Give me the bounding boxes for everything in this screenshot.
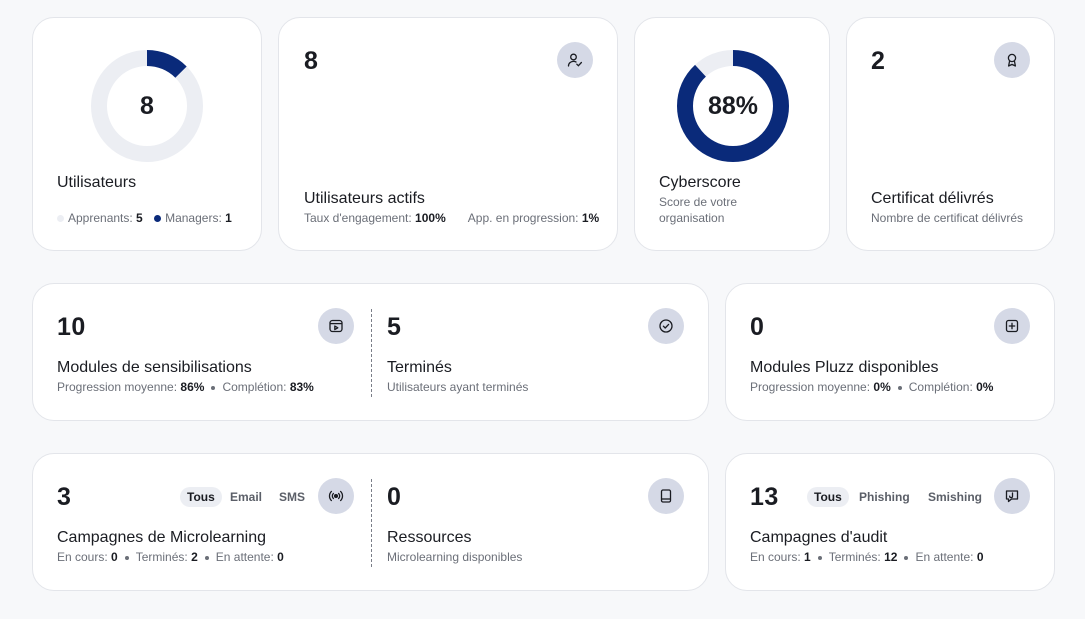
microlearning-count: 3 [57,483,72,511]
ml-waiting-value: 0 [277,550,284,564]
resources-subtitle: Microlearning disponibles [387,550,523,564]
user-check-icon[interactable] [557,42,593,78]
managers-label: Managers: [165,211,226,225]
microlearning-filter-email[interactable]: Email [230,490,263,504]
microlearning-stats: En cours: 0 Terminés: 2 En attente: 0 [57,550,284,564]
pluzz-card: 0 Modules Pluzz disponibles Progression … [725,283,1055,421]
audit-done-label: Terminés: [828,550,885,564]
ml-done-label: Terminés: [135,550,192,564]
microlearning-filter-sms[interactable]: SMS [279,490,306,504]
ml-running-label: En cours: [57,550,112,564]
certificates-subtitle: Nombre de certificat délivrés [871,211,1024,225]
pluzz-avg-label: Progression moyenne: [750,380,874,394]
active-users-count: 8 [304,47,319,75]
users-title: Utilisateurs [57,174,137,191]
pluzz-count: 0 [750,313,765,341]
audit-filter-all[interactable]: Tous [807,487,849,507]
audit-filter-phishing[interactable]: Phishing [859,490,910,504]
audit-running-value: 1 [804,550,811,564]
pluzz-title: Modules Pluzz disponibles [750,359,939,376]
learners-label: Apprenants: [68,211,137,225]
managers-value: 1 [225,211,232,225]
users-count: 8 [140,91,154,120]
calendar-play-icon[interactable] [318,308,354,344]
microlearning-divider [371,479,372,567]
audit-stats: En cours: 1 Terminés: 12 En attente: 0 [750,550,984,564]
ml-waiting-label: En attente: [215,550,278,564]
finished-count: 5 [387,313,402,341]
cyberscore-subtitle-1: Score de votre [659,195,738,209]
cyberscore-title: Cyberscore [659,174,741,191]
audit-count: 13 [750,483,779,511]
pluzz-avg-value: 0% [873,380,891,394]
modules-title: Modules de sensibilisations [57,359,252,376]
finished-subtitle: Utilisateurs ayant terminés [387,380,529,394]
audit-card: 13 Tous Phishing Smishing Campagnes d'au… [725,453,1055,591]
engagement-value: 100% [415,211,446,225]
audit-running-label: En cours: [750,550,805,564]
cyberscore-subtitle-2: organisation [659,211,725,225]
microlearning-filter-all[interactable]: Tous [180,487,222,507]
cyberscore-donut-arc [677,50,789,162]
active-users-title: Utilisateurs actifs [304,190,425,207]
users-donut [91,50,203,162]
active-users-stats: Taux d'engagement: 100% App. en progress… [304,211,599,225]
check-circle-icon[interactable] [648,308,684,344]
audit-waiting-label: En attente: [915,550,977,564]
resources-title: Ressources [387,529,472,546]
progress-label: App. en progression: [467,211,582,225]
cyberscore-donut [677,50,789,162]
modules-completion-value: 83% [289,380,314,394]
learners-swatch [57,215,64,223]
users-donut-arc [91,50,203,162]
cyberscore-card: 88% Cyberscore Score de votre organisati… [634,17,830,251]
audit-waiting-value: 0 [976,550,984,564]
plus-square-icon[interactable] [994,308,1030,344]
audit-done-value: 12 [884,550,898,564]
modules-card: 10 Modules de sensibilisations Progressi… [32,283,709,421]
pluzz-completion-value: 0% [976,380,994,394]
ml-done-value: 2 [191,550,198,564]
audit-filter-smishing[interactable]: Smishing [928,490,983,504]
modules-count: 10 [57,313,86,341]
learners-value: 5 [136,211,143,225]
modules-stats: Progression moyenne: 86% Complétion: 83% [57,380,314,394]
engagement-label: Taux d'engagement: [304,211,416,225]
cyberscore-value: 88% [707,91,759,120]
microlearning-title: Campagnes de Microlearning [57,529,266,546]
certificates-title: Certificat délivrés [871,190,994,207]
ml-running-value: 0 [111,550,118,564]
modules-completion-label: Complétion: [222,380,290,394]
modules-divider [371,309,372,397]
users-legend: Apprenants: 5 Managers: 1 [57,211,232,225]
microlearning-card: 3 Tous Email SMS Campagnes de Microlearn… [32,453,709,591]
active-users-card: 8 Utilisateurs actifs Taux d'engagement:… [278,17,618,251]
audit-title: Campagnes d'audit [750,529,888,546]
finished-title: Terminés [387,359,452,376]
modules-avg-label: Progression moyenne: [57,380,181,394]
certificates-card: 2 Certificat délivrés Nombre de certific… [846,17,1055,251]
managers-swatch [154,215,162,223]
pluzz-stats: Progression moyenne: 0% Complétion: 0% [750,380,993,394]
progress-value: 1% [581,211,600,225]
users-card: 8 Utilisateurs Apprenants: 5 Managers: 1 [32,17,262,251]
hook-icon[interactable] [994,478,1030,514]
book-icon[interactable] [648,478,684,514]
broadcast-icon[interactable] [318,478,354,514]
award-icon[interactable] [994,42,1030,78]
resources-count: 0 [387,483,402,511]
certificates-count: 2 [871,47,886,75]
pluzz-completion-label: Complétion: [908,380,977,394]
modules-avg-value: 86% [180,380,205,394]
